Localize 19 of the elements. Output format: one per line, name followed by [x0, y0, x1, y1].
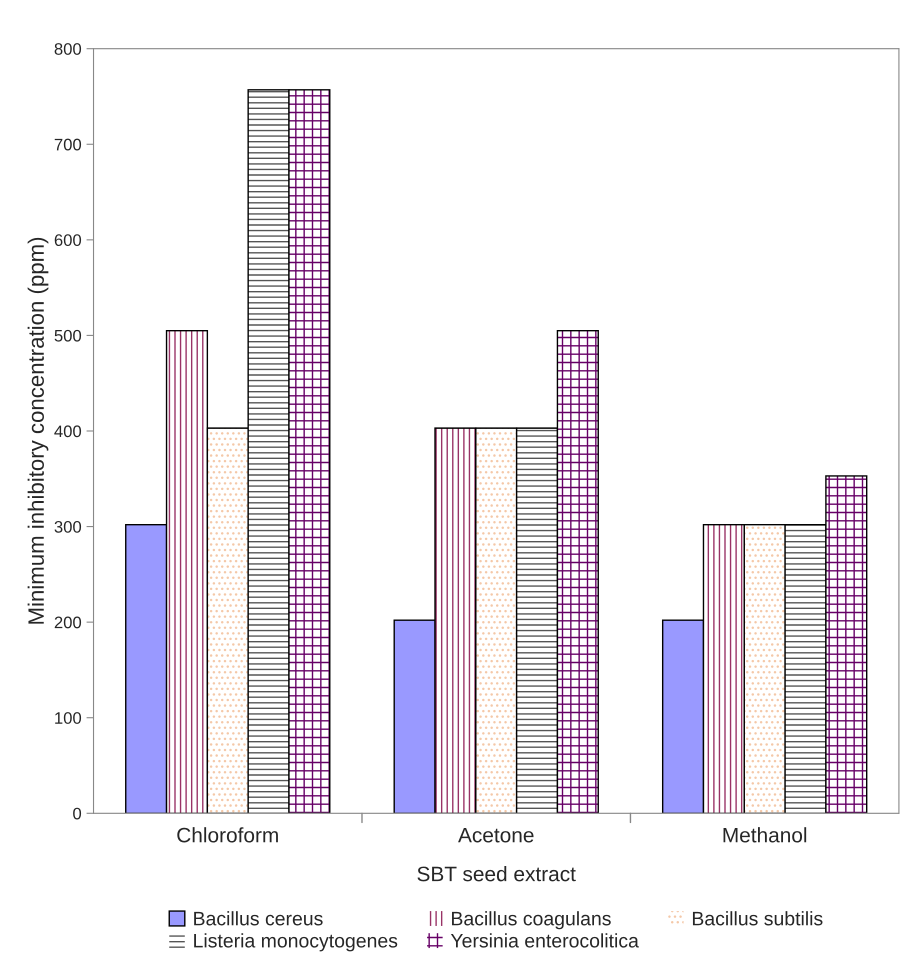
- y-tick-label: 200: [54, 616, 82, 628]
- legend-label: Bacillus subtilis: [692, 911, 822, 926]
- y-tick-label: 600: [54, 234, 82, 246]
- y-tick-label: 100: [55, 712, 82, 724]
- x-tick-label: Chloroform: [177, 827, 278, 842]
- legend-label: Yersinia enterocolitica: [450, 933, 639, 948]
- x-tick-label: Acetone: [458, 828, 534, 842]
- y-tick-label: 0: [73, 808, 82, 820]
- y-tick-label: 500: [54, 330, 82, 342]
- legend-label: Bacillus cereus: [194, 911, 323, 926]
- y-tick-label: 800: [54, 43, 82, 55]
- x-tick-label: Methanol: [724, 827, 806, 842]
- legend-label: Bacillus coagulans: [452, 911, 611, 930]
- y-tick-label: 300: [54, 520, 82, 533]
- y-tick-label: 400: [54, 425, 82, 438]
- y-axis-title: Minimum inhibitory concentration (ppm): [28, 238, 48, 624]
- legend-label: Listeria monocytogenes: [194, 933, 398, 952]
- x-axis-title: SBT seed extract: [417, 866, 576, 882]
- y-tick-label: 700: [54, 138, 82, 150]
